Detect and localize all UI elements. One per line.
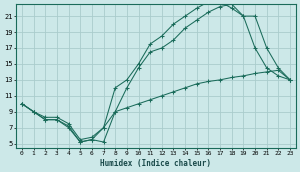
X-axis label: Humidex (Indice chaleur): Humidex (Indice chaleur)	[100, 159, 212, 168]
